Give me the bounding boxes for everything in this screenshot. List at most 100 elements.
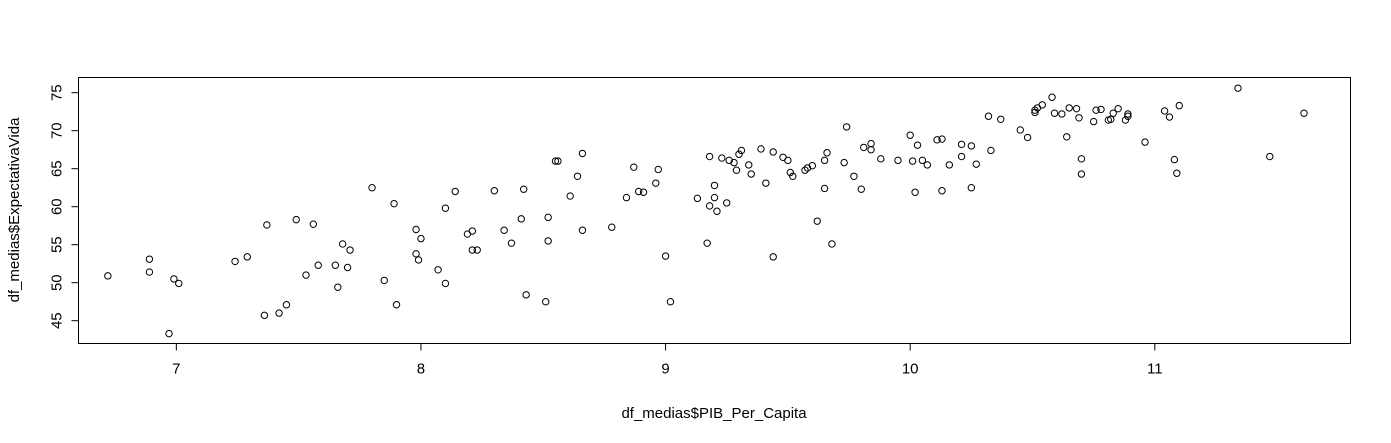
x-tick-label: 10	[902, 361, 919, 378]
data-point	[260, 311, 269, 320]
data-point	[661, 252, 670, 260]
data-point	[1266, 152, 1274, 161]
data-point	[145, 255, 154, 263]
data-point	[820, 156, 829, 165]
data-point	[735, 150, 743, 158]
data-point	[911, 188, 919, 196]
data-point	[338, 240, 347, 248]
data-point	[1097, 105, 1105, 114]
data-point	[1023, 133, 1032, 142]
data-point	[231, 257, 239, 266]
data-point	[1092, 106, 1100, 114]
data-point	[1165, 113, 1174, 121]
data-point	[520, 185, 528, 193]
x-tick-label: 7	[172, 361, 180, 378]
data-point	[705, 202, 714, 210]
data-point	[302, 271, 310, 279]
data-point	[840, 158, 848, 167]
data-point	[1038, 101, 1046, 109]
data-point	[314, 261, 322, 269]
data-point	[762, 179, 770, 187]
data-point	[713, 207, 721, 215]
data-point	[392, 301, 401, 309]
data-point	[1016, 126, 1024, 134]
data-point	[343, 263, 352, 272]
data-point	[441, 279, 450, 288]
data-point	[967, 142, 976, 150]
data-point	[468, 246, 477, 254]
data-point	[380, 276, 388, 285]
y-axis-label: df_medias$ExpectativaVida	[6, 117, 23, 302]
data-point	[1121, 116, 1130, 124]
data-point	[554, 157, 562, 165]
data-point	[1109, 109, 1117, 117]
data-point	[1160, 107, 1169, 115]
data-point	[544, 237, 552, 245]
data-point	[1031, 106, 1039, 114]
data-point	[544, 213, 552, 222]
data-point	[1050, 109, 1059, 117]
data-point	[490, 187, 499, 195]
data-point	[282, 301, 291, 309]
data-point	[747, 170, 755, 178]
data-point	[918, 156, 927, 165]
data-point	[263, 221, 271, 229]
data-point	[938, 135, 946, 143]
data-point	[412, 225, 420, 234]
data-point	[243, 253, 251, 261]
data-point	[789, 172, 797, 181]
data-point	[745, 161, 753, 169]
data-point	[867, 146, 875, 154]
data-point	[823, 149, 831, 157]
data-point	[309, 220, 318, 228]
data-point	[769, 253, 777, 261]
data-point	[984, 112, 993, 120]
data-point	[441, 204, 450, 212]
data-point	[1065, 104, 1073, 112]
data-point	[1075, 114, 1083, 122]
data-point	[334, 283, 342, 291]
data-point	[913, 141, 922, 149]
x-axis: 7 8 9 10 11	[172, 343, 1163, 378]
data-point	[1107, 115, 1115, 124]
data-point	[1089, 117, 1098, 126]
data-point	[414, 256, 423, 264]
data-point	[434, 266, 442, 274]
data-point	[666, 298, 675, 306]
data-point	[1300, 109, 1308, 117]
y-tick-label: 65	[49, 160, 66, 177]
data-point	[842, 123, 851, 131]
data-point	[390, 199, 398, 208]
data-point	[957, 140, 966, 149]
data-point	[507, 239, 516, 247]
data-point	[1058, 110, 1066, 118]
data-point	[894, 156, 902, 165]
data-point	[945, 161, 954, 169]
data-point	[652, 179, 660, 187]
data-point	[867, 139, 875, 148]
data-point	[860, 143, 868, 152]
y-axis: 45 50 55 60 65 70 75	[49, 84, 79, 329]
data-point	[608, 223, 616, 231]
data-point	[412, 250, 420, 258]
data-point	[938, 187, 946, 195]
data-point	[1072, 104, 1081, 113]
y-tick-label: 60	[49, 198, 66, 215]
data-point	[1048, 93, 1056, 101]
data-point	[877, 155, 885, 163]
y-tick-label: 75	[49, 84, 66, 101]
data-point	[857, 185, 865, 193]
data-point	[622, 193, 631, 202]
data-point	[813, 217, 821, 225]
data-point	[803, 164, 812, 172]
y-tick-label: 45	[49, 312, 66, 329]
data-point	[573, 172, 582, 181]
data-point	[923, 161, 932, 169]
y-tick-label: 70	[49, 122, 66, 139]
data-point	[165, 329, 173, 338]
data-point	[801, 166, 809, 174]
data-point	[693, 194, 702, 203]
x-tick-label: 9	[661, 361, 669, 378]
data-point	[997, 115, 1005, 124]
data-point	[1234, 84, 1242, 92]
